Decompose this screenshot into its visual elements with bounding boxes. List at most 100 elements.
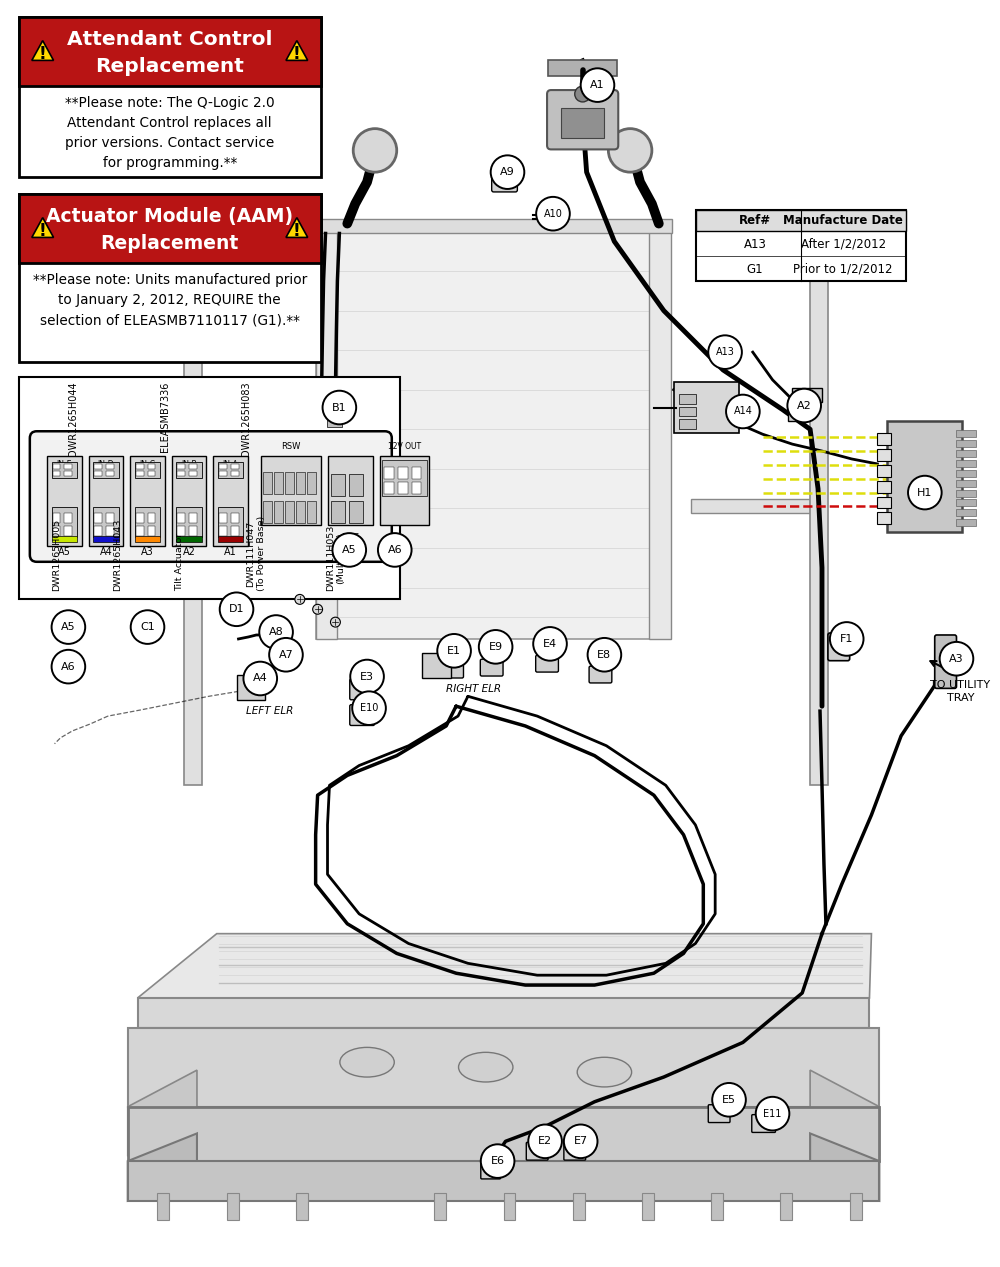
Bar [128, 1161, 879, 1201]
Bar [504, 1192, 515, 1220]
Bar [956, 431, 976, 437]
Bar [327, 404, 342, 413]
Text: 12V OUT: 12V OUT [388, 442, 421, 451]
Bar [307, 502, 316, 523]
Polygon shape [128, 1071, 197, 1157]
FancyBboxPatch shape [887, 422, 962, 532]
Bar [349, 474, 363, 495]
Text: BUS: BUS [341, 533, 359, 542]
Bar [877, 465, 891, 476]
Circle shape [533, 627, 567, 660]
Circle shape [350, 660, 384, 693]
Bar [218, 462, 243, 478]
Text: A4: A4 [100, 547, 112, 557]
Text: **Please note: The Q-Logic 2.0
Attendant Control replaces all
prior versions. Co: **Please note: The Q-Logic 2.0 Attendant… [65, 96, 275, 170]
Text: Replacement: Replacement [95, 57, 244, 76]
Text: Manufacture Date: Manufacture Date [783, 214, 903, 227]
Bar [231, 471, 239, 476]
Circle shape [830, 622, 864, 656]
Bar [177, 526, 185, 536]
Text: TO UTILITY
TRAY: TO UTILITY TRAY [930, 680, 991, 703]
Bar [106, 471, 114, 476]
Bar [956, 519, 976, 526]
Text: A6: A6 [61, 661, 76, 672]
Text: A8: A8 [269, 627, 283, 637]
Circle shape [712, 1083, 746, 1116]
Text: Replacement: Replacement [101, 234, 239, 253]
Bar [434, 1192, 446, 1220]
Text: E1: E1 [447, 646, 461, 656]
Bar [274, 502, 283, 523]
Bar [788, 399, 804, 422]
Bar [649, 223, 671, 639]
Circle shape [220, 593, 253, 626]
Circle shape [479, 630, 512, 664]
Bar [324, 397, 345, 445]
Bar [850, 1192, 862, 1220]
Text: A5: A5 [61, 622, 76, 632]
Bar [711, 1192, 723, 1220]
Text: A13: A13 [716, 347, 735, 357]
Text: A1: A1 [590, 80, 605, 90]
Text: DWR111H047
(To Power Base): DWR111H047 (To Power Base) [247, 516, 266, 592]
Text: A9: A9 [500, 167, 515, 177]
Bar [540, 214, 556, 223]
Bar [384, 466, 394, 479]
Bar [231, 464, 239, 469]
Text: E9: E9 [489, 642, 503, 651]
Text: A5: A5 [342, 545, 357, 555]
Text: D1: D1 [229, 604, 244, 614]
Circle shape [575, 86, 591, 101]
Bar [380, 456, 429, 526]
Circle shape [332, 533, 366, 566]
Circle shape [726, 394, 760, 428]
Bar [53, 513, 60, 523]
Bar [307, 471, 316, 494]
Circle shape [588, 639, 621, 672]
Bar [398, 466, 408, 479]
Text: A1: A1 [224, 547, 237, 557]
FancyBboxPatch shape [237, 674, 265, 701]
Bar [956, 499, 976, 507]
FancyBboxPatch shape [492, 170, 517, 191]
FancyBboxPatch shape [752, 1115, 776, 1133]
Text: DWR111H053
(Multiplier): DWR111H053 (Multiplier) [326, 525, 345, 592]
Text: H1: H1 [917, 488, 933, 498]
Bar [128, 1028, 879, 1106]
Bar [573, 1192, 585, 1220]
FancyBboxPatch shape [19, 194, 321, 264]
Text: E7: E7 [574, 1136, 588, 1147]
Bar [189, 513, 197, 523]
Bar [316, 219, 672, 233]
Bar [219, 526, 227, 536]
Text: ELEASMB7336: ELEASMB7336 [160, 381, 170, 452]
Text: IN-A: IN-A [223, 460, 239, 469]
Bar [412, 466, 421, 479]
FancyBboxPatch shape [19, 194, 321, 362]
Circle shape [528, 1125, 562, 1158]
FancyBboxPatch shape [213, 456, 248, 546]
Bar [264, 631, 284, 639]
Circle shape [131, 611, 164, 644]
Bar [218, 536, 243, 542]
Bar [227, 1192, 239, 1220]
FancyBboxPatch shape [674, 381, 739, 433]
Circle shape [708, 336, 742, 369]
Text: E8: E8 [597, 650, 611, 660]
FancyBboxPatch shape [480, 659, 503, 677]
Bar [877, 449, 891, 461]
Bar [691, 498, 810, 513]
Polygon shape [286, 41, 308, 61]
Text: A3: A3 [949, 654, 964, 664]
Text: **Please note: Units manufactured prior
to January 2, 2012, REQUIRE the
selectio: **Please note: Units manufactured prior … [33, 272, 307, 327]
Bar [263, 502, 272, 523]
FancyBboxPatch shape [89, 456, 123, 546]
Text: B1: B1 [332, 403, 347, 413]
FancyBboxPatch shape [19, 376, 400, 599]
FancyBboxPatch shape [422, 653, 451, 679]
Text: Prior to 1/2/2012: Prior to 1/2/2012 [793, 262, 893, 275]
Bar [296, 502, 305, 523]
Bar [177, 513, 185, 523]
Bar [956, 450, 976, 457]
Polygon shape [138, 934, 871, 998]
